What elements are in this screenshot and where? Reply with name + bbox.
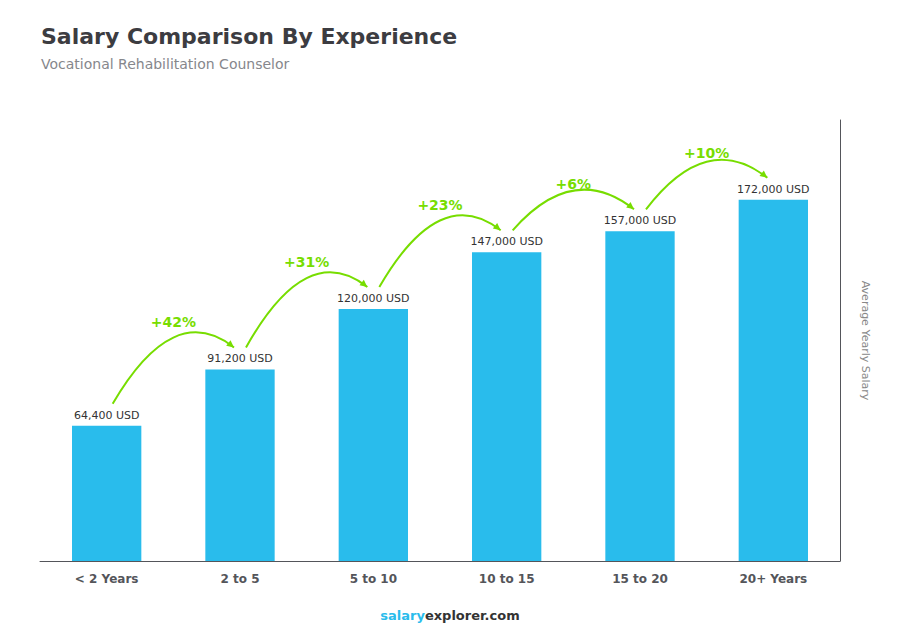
svg-text:120,000 USD: 120,000 USD	[337, 292, 410, 305]
svg-text:+31%: +31%	[284, 254, 329, 270]
svg-text:64,400 USD: 64,400 USD	[74, 409, 140, 422]
svg-text:Average Yearly Salary: Average Yearly Salary	[859, 281, 872, 401]
svg-text:< 2 Years: < 2 Years	[75, 572, 139, 586]
svg-text:147,000 USD: 147,000 USD	[470, 235, 543, 248]
svg-text:172,000 USD: 172,000 USD	[737, 183, 810, 196]
svg-text:20+ Years: 20+ Years	[739, 572, 807, 586]
svg-text:salary: salary	[380, 608, 425, 623]
svg-text:157,000 USD: 157,000 USD	[604, 214, 677, 227]
svg-text:+42%: +42%	[151, 314, 196, 330]
svg-text:+23%: +23%	[417, 197, 462, 213]
svg-text:explorer.com: explorer.com	[425, 608, 520, 623]
svg-text:91,200 USD: 91,200 USD	[207, 352, 273, 365]
svg-text:Vocational Rehabilitation Coun: Vocational Rehabilitation Counselor	[41, 56, 290, 72]
svg-text:2 to 5: 2 to 5	[220, 572, 259, 586]
svg-text:15 to 20: 15 to 20	[612, 572, 668, 586]
svg-text:5 to 10: 5 to 10	[350, 572, 397, 586]
svg-text:+10%: +10%	[684, 145, 729, 161]
svg-text:+6%: +6%	[556, 176, 592, 192]
svg-text:10 to 15: 10 to 15	[479, 572, 535, 586]
svg-text:Salary Comparison By Experienc: Salary Comparison By Experience	[41, 24, 457, 49]
